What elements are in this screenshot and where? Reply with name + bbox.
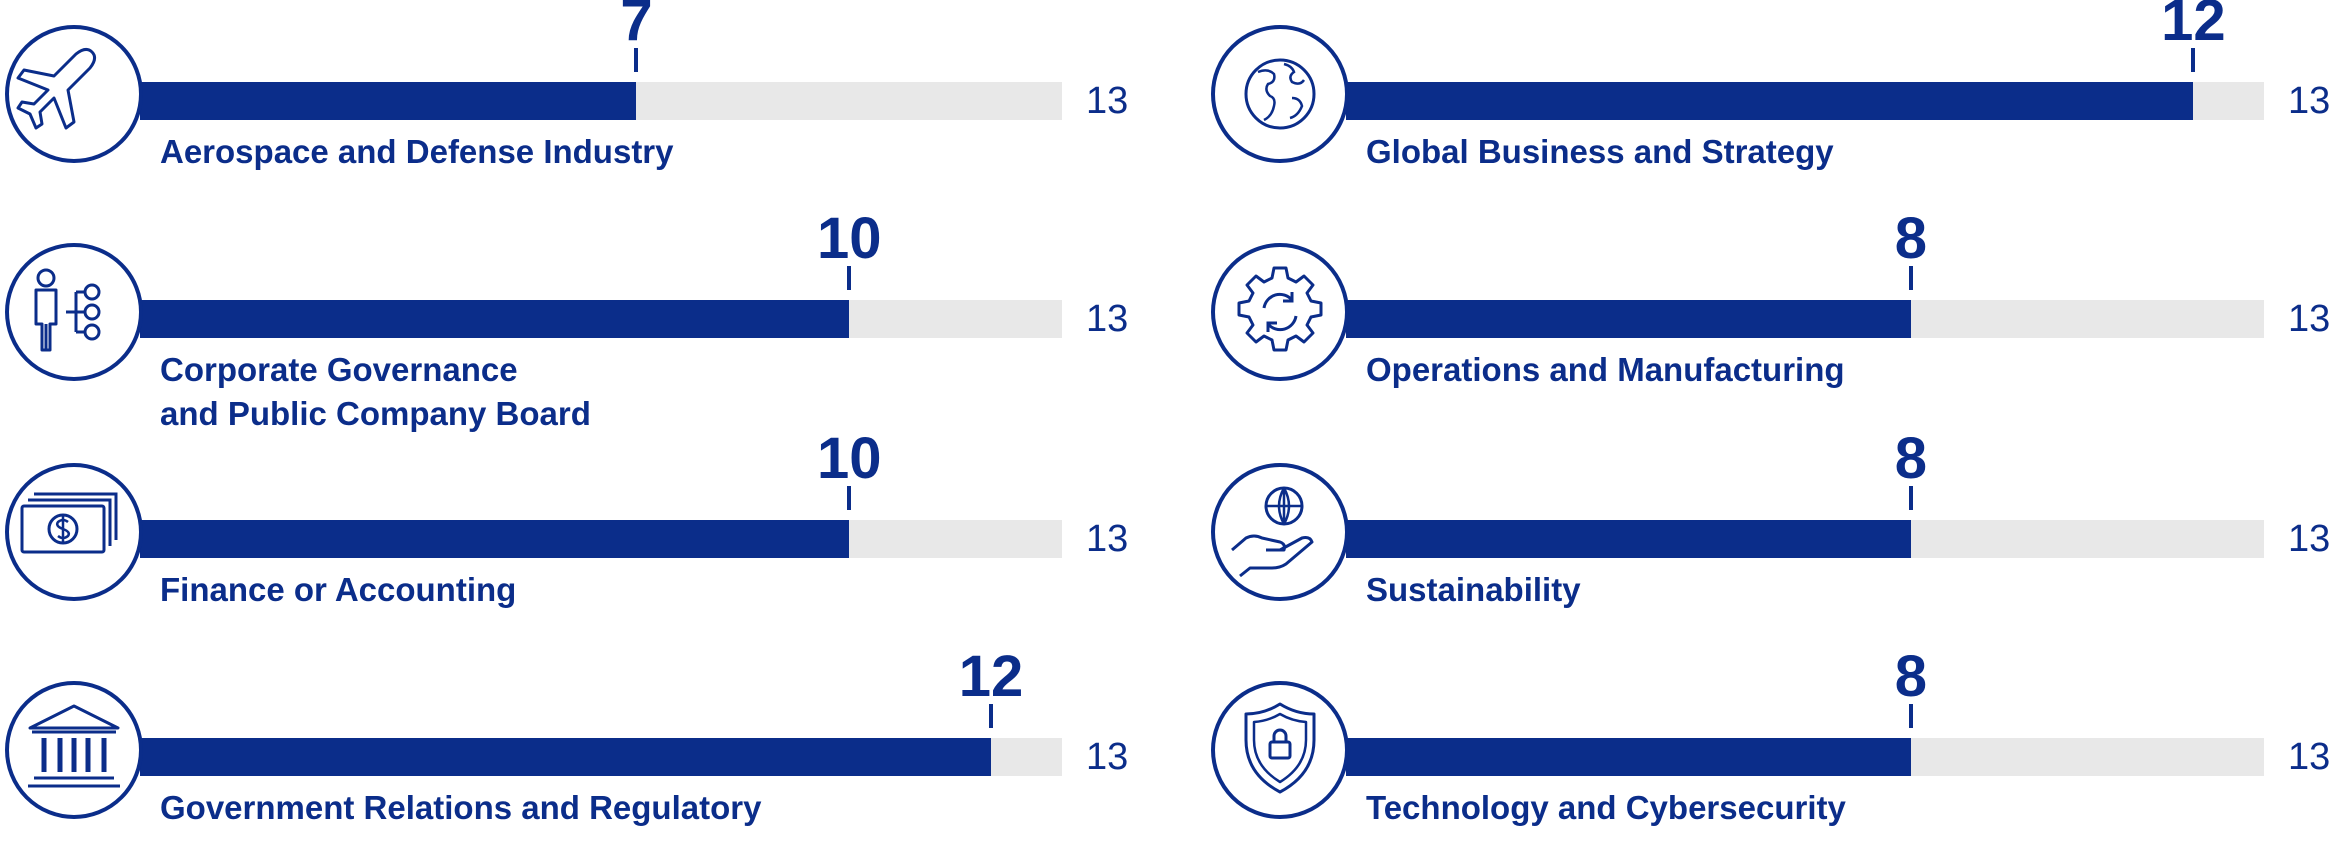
value-tick [2191, 48, 2196, 72]
value-tick [634, 48, 639, 72]
category-label: Aerospace and Defense Industry [160, 130, 1080, 174]
org-chart-icon [4, 242, 144, 382]
icon-circle [1211, 25, 1349, 163]
bar-track [140, 300, 1062, 338]
skill-row: 8 13 Operations and Manufacturing [1206, 210, 2332, 418]
value-label: 8 [1894, 206, 1928, 271]
category-label: Operations and Manufacturing [1366, 348, 2286, 392]
skill-row: 8 13 Technology and Cybersecurity [1206, 648, 2332, 856]
icon-circle [1211, 243, 1349, 381]
bar-track [140, 738, 1062, 776]
value-label: 10 [816, 206, 882, 271]
bar-track [1346, 82, 2264, 120]
money-icon [4, 462, 144, 602]
bar-track [140, 82, 1062, 120]
bar-track [1346, 300, 2264, 338]
bar-fill [1346, 738, 1911, 776]
value-label: 8 [1894, 644, 1928, 709]
category-label: Government Relations and Regulatory [160, 786, 1080, 830]
skill-row: 8 13 Sustainability [1206, 430, 2332, 638]
bar-fill [140, 738, 992, 776]
total-label: 13 [2288, 80, 2331, 122]
category-label: Sustainability [1366, 568, 2286, 612]
gear-icon [1210, 242, 1350, 382]
icon-circle [5, 25, 143, 163]
total-label: 13 [1086, 80, 1129, 122]
value-tick [1908, 486, 1913, 510]
total-label: 13 [2288, 736, 2331, 778]
value-label: 8 [1894, 426, 1928, 491]
value-tick [847, 266, 852, 290]
bar-fill [140, 82, 637, 120]
category-label-line: Global Business and Strategy [1366, 133, 1834, 170]
total-label: 13 [1086, 736, 1129, 778]
category-label-line: Technology and Cybersecurity [1366, 789, 1846, 826]
total-label: 13 [2288, 518, 2331, 560]
category-label: Technology and Cybersecurity [1366, 786, 2286, 830]
value-tick [1908, 704, 1913, 728]
category-label-line: Operations and Manufacturing [1366, 351, 1845, 388]
total-label: 13 [1086, 298, 1129, 340]
category-label-line: Corporate Governance [160, 351, 518, 388]
shield-lock-icon [1210, 680, 1350, 820]
value-label: 12 [2161, 0, 2226, 53]
total-label: 13 [1086, 518, 1129, 560]
skill-row: 10 13 Finance or Accounting [0, 430, 1166, 638]
category-label-line: Aerospace and Defense Industry [160, 133, 674, 170]
category-label: Finance or Accounting [160, 568, 1080, 612]
skills-chart: 7 13 Aerospace and Defense Industry 10 13 Cor… [0, 0, 2332, 826]
skill-row: 12 13 Government Relations and Regulatory [0, 648, 1166, 856]
airplane-icon [4, 24, 144, 164]
bar-fill [1346, 82, 2194, 120]
category-label: Corporate Governance and Public Company B… [160, 348, 1080, 436]
total-label: 13 [2288, 298, 2331, 340]
skill-row: 7 13 Aerospace and Defense Industry [0, 0, 1166, 200]
globe-hand-icon [1210, 462, 1350, 602]
skill-row: 10 13 Corporate Governance and Public Compa… [0, 210, 1166, 432]
value-tick [989, 704, 994, 728]
value-tick [1908, 266, 1913, 290]
value-label: 10 [816, 426, 882, 491]
icon-circle [5, 463, 143, 601]
bar-fill [1346, 520, 1911, 558]
bar-track [1346, 520, 2264, 558]
bar-fill [140, 300, 850, 338]
value-tick [847, 486, 852, 510]
value-label: 7 [620, 0, 653, 53]
bar-track [1346, 738, 2264, 776]
icon-circle [1211, 463, 1349, 601]
bar-fill [140, 520, 850, 558]
value-label: 12 [958, 644, 1024, 709]
category-label-line: Sustainability [1366, 571, 1581, 608]
category-label: Global Business and Strategy [1366, 130, 2286, 174]
category-label-line: Finance or Accounting [160, 571, 517, 608]
bar-fill [1346, 300, 1911, 338]
skill-row: 12 13 Global Business and Strategy [1206, 0, 2332, 200]
globe-icon [1210, 24, 1350, 164]
bar-track [140, 520, 1062, 558]
category-label-line: Government Relations and Regulatory [160, 789, 762, 826]
category-label-line: and Public Company Board [160, 395, 591, 432]
government-building-icon [4, 680, 144, 820]
